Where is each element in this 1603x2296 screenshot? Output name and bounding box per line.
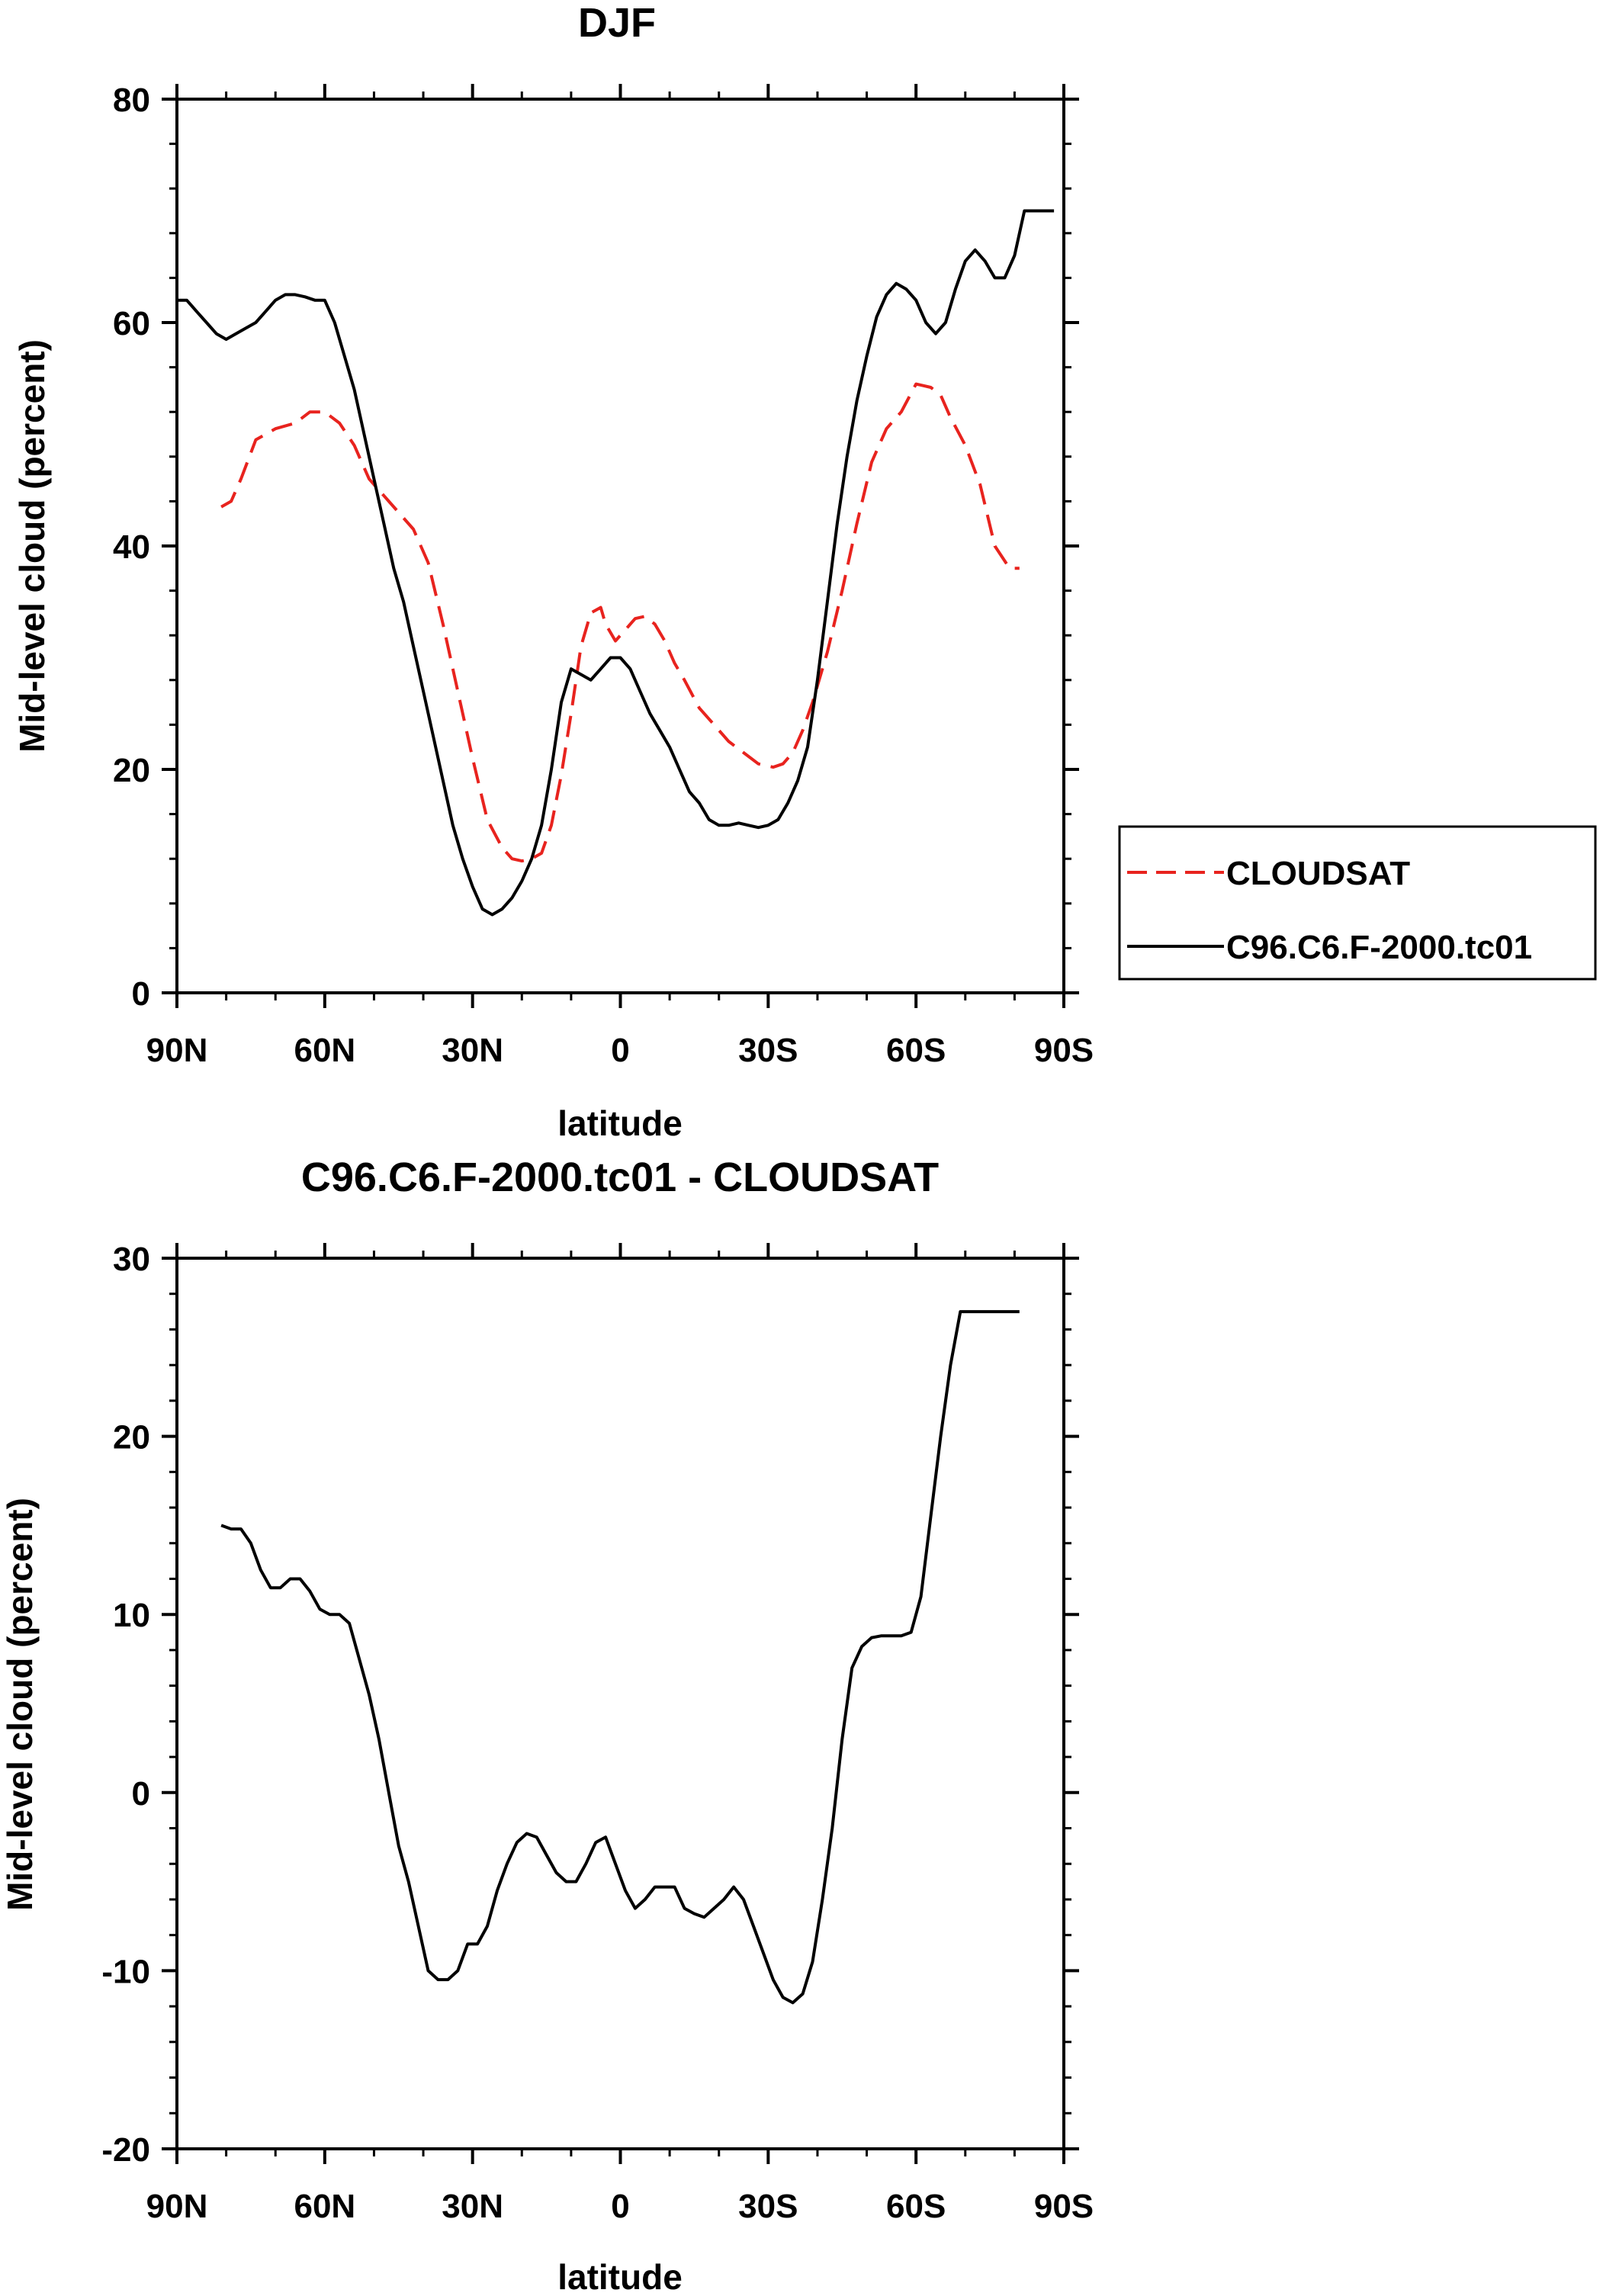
panel-title: C96.C6.F-2000.tc01 - CLOUDSAT — [301, 1154, 939, 1200]
axis-ticks — [162, 84, 1079, 1008]
x-axis-label: latitude — [557, 1103, 683, 1143]
x-tick-label: 30S — [738, 2188, 798, 2225]
plot-frame — [175, 98, 1065, 994]
series-line-1 — [177, 209, 1055, 917]
legend-box — [1118, 825, 1597, 981]
y-axis-label: Mid-level cloud (percent) — [0, 1498, 40, 1911]
x-tick-label: 90S — [1034, 1032, 1094, 1069]
plot-frame — [175, 1257, 1065, 2150]
legend: CLOUDSAT C96.C6.F-2000.tc01 — [1118, 825, 1597, 981]
x-tick-label: 60N — [294, 2188, 355, 2225]
series-line-0 — [220, 382, 1020, 863]
x-tick-label: 0 — [611, 2188, 629, 2225]
y-tick-label: 60 — [113, 305, 150, 342]
panel-djf: DJF 90N 60N 30N 0 30S 60S 90S 0 20 40 60 80 latitu… — [12, 0, 1597, 1143]
series-group — [220, 1310, 1020, 2005]
y-axis-label: Mid-level cloud (percent) — [12, 339, 52, 753]
x-tick-label: 60S — [886, 2188, 946, 2225]
y-tick-labels: -20 -10 0 10 20 30 — [101, 1241, 150, 2169]
y-tick-label: 20 — [113, 752, 150, 789]
legend-label-cloudsat: CLOUDSAT — [1226, 855, 1410, 892]
y-tick-label: 0 — [132, 975, 150, 1013]
x-tick-label: 30N — [442, 2188, 503, 2225]
axis-ticks — [162, 1243, 1079, 2164]
series-group — [177, 209, 1055, 917]
x-tick-labels: 90N 60N 30N 0 30S 60S 90S — [146, 2188, 1094, 2225]
y-tick-label: 10 — [113, 1597, 150, 1634]
y-tick-label: -20 — [101, 2131, 150, 2169]
y-tick-labels: 0 20 40 60 80 — [113, 82, 150, 1013]
x-tick-label: 0 — [611, 1032, 629, 1069]
legend-label-model: C96.C6.F-2000.tc01 — [1226, 929, 1532, 966]
y-tick-label: 80 — [113, 82, 150, 119]
panel-title: DJF — [578, 0, 656, 46]
y-tick-label: 40 — [113, 528, 150, 566]
x-axis-label: latitude — [557, 2257, 683, 2296]
x-tick-label: 90N — [146, 2188, 208, 2225]
panel-difference: C96.C6.F-2000.tc01 - CLOUDSAT 90N 60N 30N 0… — [0, 1154, 1094, 2296]
x-tick-label: 90S — [1034, 2188, 1094, 2225]
x-tick-label: 30N — [442, 1032, 503, 1069]
x-tick-labels: 90N 60N 30N 0 30S 60S 90S — [146, 1032, 1094, 1069]
y-tick-label: 30 — [113, 1241, 150, 1278]
x-tick-label: 60N — [294, 1032, 355, 1069]
x-tick-label: 60S — [886, 1032, 946, 1069]
y-tick-label: -10 — [101, 1953, 150, 1990]
x-tick-label: 30S — [738, 1032, 798, 1069]
y-tick-label: 20 — [113, 1419, 150, 1456]
x-tick-label: 90N — [146, 1032, 208, 1069]
series-line-0 — [220, 1310, 1020, 2005]
y-tick-label: 0 — [132, 1775, 150, 1813]
